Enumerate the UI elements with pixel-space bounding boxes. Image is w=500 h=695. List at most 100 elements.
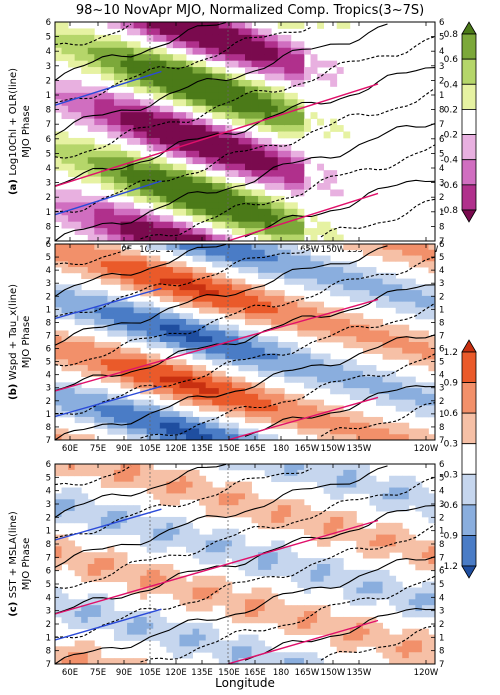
shade-cell	[87, 272, 95, 279]
shade-cell	[186, 318, 193, 326]
shade-cell	[81, 359, 89, 366]
shade-cell	[159, 137, 167, 145]
propagation-line	[227, 192, 379, 242]
shade-cell	[74, 599, 82, 606]
shade-cell	[199, 353, 207, 360]
shade-cell	[376, 399, 383, 406]
shade-cell	[186, 347, 193, 354]
shade-cell	[284, 628, 292, 635]
shade-cell	[382, 575, 390, 583]
shade-cell	[113, 307, 121, 314]
shade-cell	[389, 540, 397, 547]
shade-cell	[133, 215, 141, 223]
shade-cell	[81, 353, 89, 360]
shade-cell	[81, 464, 89, 471]
shade-cell	[231, 382, 239, 389]
shade-cell	[153, 278, 161, 285]
shade-cell	[94, 342, 102, 349]
shade-cell	[100, 516, 108, 524]
shade-cell	[192, 228, 200, 235]
shade-cell	[428, 284, 436, 291]
shade-cell	[231, 528, 239, 535]
shade-cell	[186, 144, 193, 152]
shade-cell	[159, 569, 167, 577]
shade-cell	[290, 658, 298, 665]
shade-cell	[251, 336, 259, 343]
shade-cell	[245, 546, 252, 553]
shade-cell	[258, 347, 266, 354]
shade-cell	[166, 28, 174, 36]
shade-cell	[303, 47, 311, 55]
shade-cell	[369, 365, 377, 372]
colorbar-swatch	[461, 109, 477, 135]
shade-cell	[100, 170, 108, 177]
shade-cell	[245, 505, 252, 512]
shade-cell	[87, 388, 95, 395]
shade-cell	[362, 487, 370, 494]
shade-cell	[336, 278, 344, 285]
shade-cell	[127, 255, 135, 262]
colorbar-label: 0.2	[444, 105, 458, 115]
shade-cell	[192, 469, 200, 477]
shade-cell	[205, 47, 213, 55]
shade-cell	[133, 208, 141, 216]
shade-cell	[113, 170, 121, 177]
shade-cell	[349, 411, 357, 418]
shade-cell	[100, 611, 108, 618]
shade-cell	[153, 528, 161, 535]
shade-cell	[284, 272, 292, 279]
shade-cell	[146, 528, 154, 535]
shade-cell	[225, 79, 233, 87]
shade-cell	[330, 370, 338, 377]
shade-cell	[303, 272, 311, 279]
shade-cell	[408, 336, 416, 343]
shade-cell	[231, 313, 239, 320]
shade-cell	[205, 587, 213, 594]
shade-cell	[120, 522, 128, 530]
shade-cell	[212, 125, 220, 132]
shade-cell	[205, 558, 213, 565]
shade-cell	[231, 605, 239, 612]
shade-cell	[225, 505, 233, 512]
shade-cell	[107, 416, 115, 424]
shade-cell	[186, 622, 193, 630]
shade-cell	[205, 534, 213, 541]
shade-cell	[303, 422, 311, 429]
shade-cell	[428, 393, 436, 401]
shade-cell	[277, 41, 285, 49]
colorbar-swatch	[461, 535, 477, 567]
shade-cell	[61, 359, 69, 366]
shade-cell	[258, 546, 266, 553]
shade-cell	[258, 611, 266, 618]
shade-cell	[113, 365, 121, 372]
y-tick-label-left: 2	[46, 292, 51, 302]
shade-cell	[258, 587, 266, 594]
shade-cell	[415, 411, 423, 418]
shade-cell	[317, 272, 325, 279]
shade-cell	[356, 342, 364, 349]
shade-cell	[179, 318, 187, 326]
shade-cell	[277, 353, 285, 360]
shade-cell	[245, 569, 252, 577]
shade-cell	[146, 125, 154, 132]
shade-cell	[186, 176, 193, 184]
shade-cell	[55, 54, 62, 62]
shade-cell	[192, 353, 200, 360]
shade-cell	[251, 195, 259, 203]
shade-cell	[133, 125, 141, 132]
shade-cell	[186, 244, 193, 251]
shade-cell	[415, 587, 423, 594]
y-tick-label-right: 5	[439, 33, 444, 43]
shade-cell	[290, 564, 298, 571]
shade-cell	[264, 359, 272, 366]
shade-cell	[225, 208, 233, 216]
shade-cell	[362, 628, 370, 635]
shade-cell	[186, 411, 193, 418]
shade-cell	[81, 605, 89, 612]
shade-cell	[179, 86, 187, 94]
shade-cell	[133, 47, 141, 55]
shade-cell	[113, 272, 121, 279]
shade-cell	[179, 34, 187, 42]
shade-cell	[303, 261, 311, 268]
shade-cell	[113, 464, 121, 471]
